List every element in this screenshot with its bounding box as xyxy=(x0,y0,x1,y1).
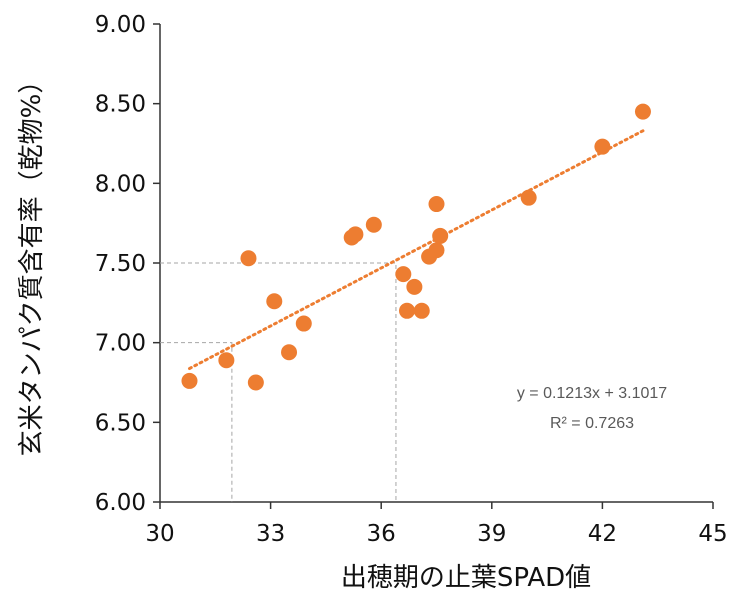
guide-line xyxy=(160,262,397,502)
y-tick-label: 6.00 xyxy=(95,490,146,516)
data-point xyxy=(428,196,445,213)
x-tick-label: 36 xyxy=(367,521,396,547)
data-point xyxy=(247,374,264,391)
x-tick-label: 45 xyxy=(698,521,727,547)
x-tick-label: 42 xyxy=(588,521,617,547)
tick-labels-group: 6.00 6.50 7.00 7.50 8.00 8.50 9.00 30 33 36 39 42 45 xyxy=(95,12,728,547)
trendline-group xyxy=(187,129,645,371)
axes-group xyxy=(153,23,714,509)
data-point xyxy=(347,226,364,243)
trendline-equation: y = 0.1213x + 3.1017 xyxy=(517,385,667,402)
x-tick-label: 33 xyxy=(256,521,285,547)
data-point xyxy=(428,242,445,259)
y-tick-label: 6.50 xyxy=(95,410,146,436)
data-points-group xyxy=(181,103,651,391)
x-tick-label: 30 xyxy=(145,521,174,547)
data-point xyxy=(520,189,537,206)
guide-lines-group xyxy=(160,262,397,502)
guide-line xyxy=(160,342,233,502)
y-tick-label: 7.50 xyxy=(95,251,146,277)
y-axis-title: 玄米タンパク質含有率（乾物%） xyxy=(17,68,47,457)
data-point xyxy=(395,266,412,283)
data-point xyxy=(399,302,416,319)
data-point xyxy=(413,302,430,319)
data-point xyxy=(295,315,312,332)
data-point xyxy=(634,103,651,120)
data-point xyxy=(281,344,298,361)
trendline xyxy=(187,129,645,371)
x-axis-title: 出穂期の止葉SPAD値 xyxy=(341,563,591,593)
data-point xyxy=(218,352,235,369)
data-point xyxy=(181,372,198,389)
y-tick-label: 9.00 xyxy=(95,12,146,38)
data-point xyxy=(406,278,423,295)
data-point xyxy=(432,227,449,244)
data-point xyxy=(594,138,611,155)
y-tick-label: 8.50 xyxy=(95,92,146,118)
y-tick-label: 7.00 xyxy=(95,331,146,357)
data-point xyxy=(240,250,257,267)
x-tick-label: 39 xyxy=(477,521,506,547)
data-point xyxy=(365,216,382,233)
y-tick-label: 8.00 xyxy=(95,171,146,197)
r-squared-label: R² = 0.7263 xyxy=(550,415,634,432)
data-point xyxy=(266,293,283,310)
